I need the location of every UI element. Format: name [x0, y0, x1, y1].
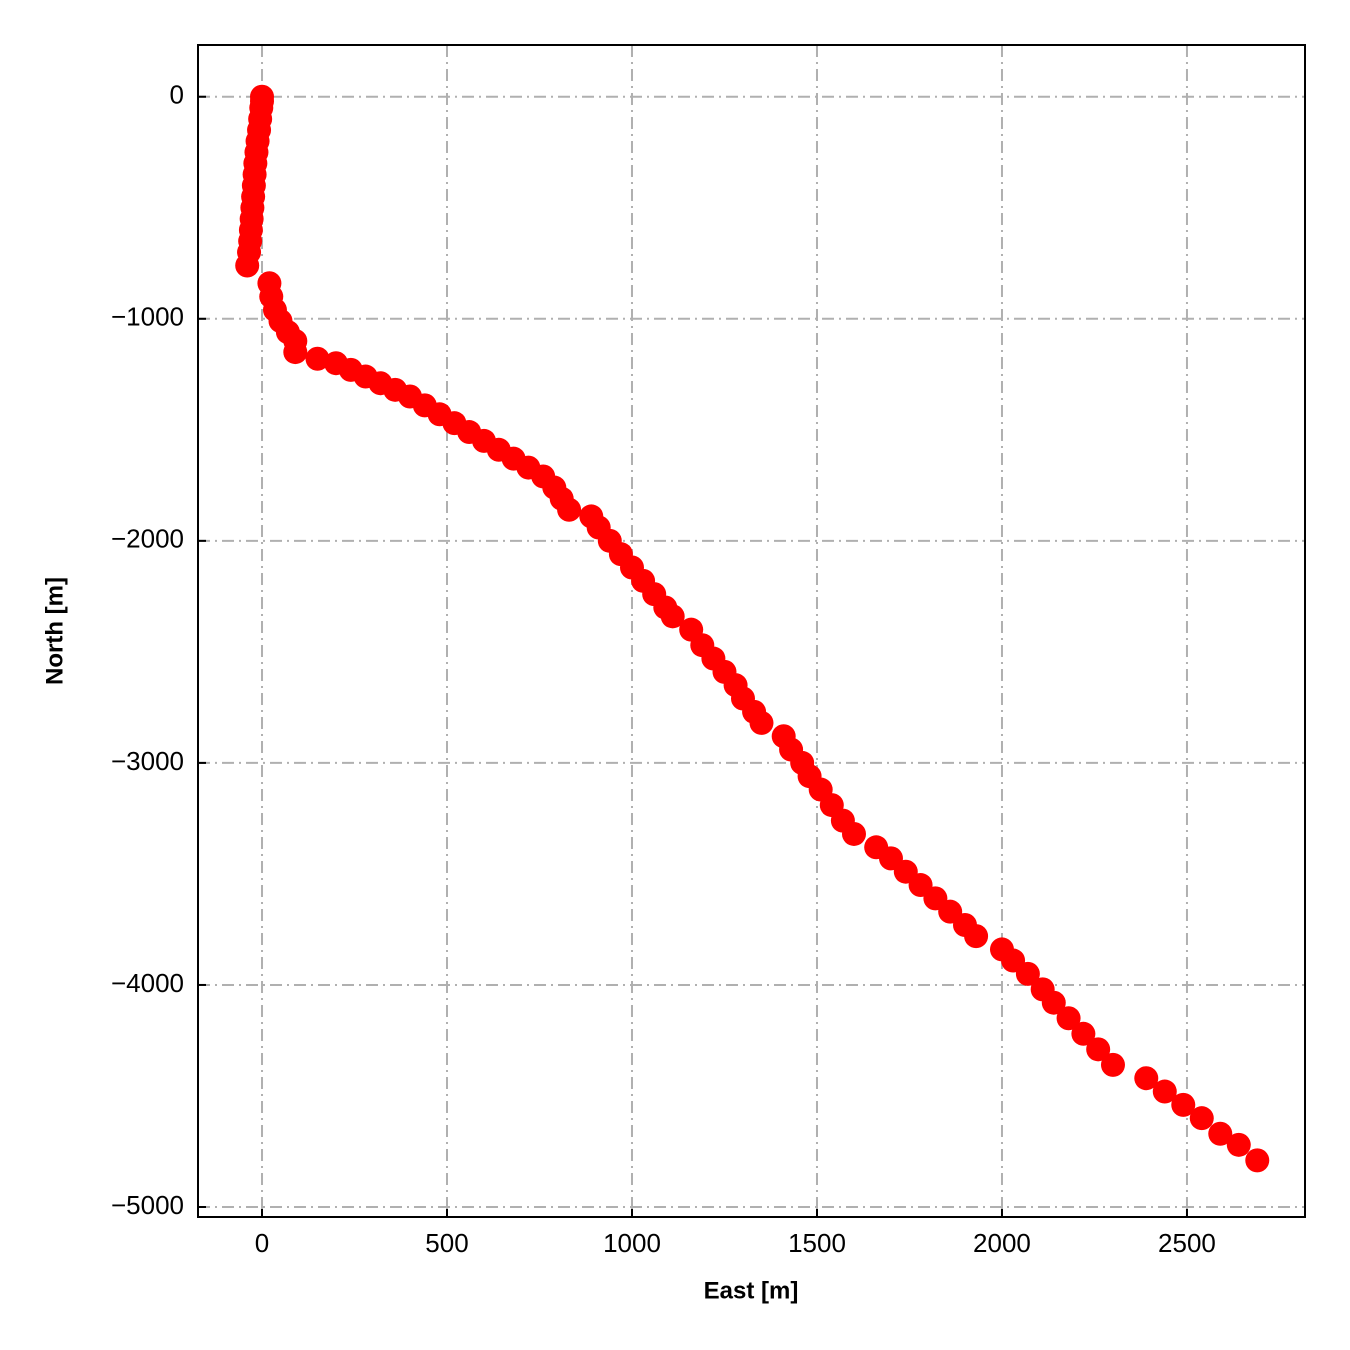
point — [1226, 1132, 1251, 1157]
point — [1015, 961, 1040, 986]
x-tick-label: 2000 — [973, 1228, 1031, 1258]
point — [1245, 1148, 1270, 1173]
y-tick-label: −2000 — [111, 524, 184, 554]
y-tick-label: 0 — [170, 80, 184, 110]
point — [1189, 1106, 1214, 1131]
point — [305, 346, 330, 371]
point — [557, 497, 582, 522]
x-tick-label: 2500 — [1158, 1228, 1216, 1258]
x-tick-label: 500 — [425, 1228, 468, 1258]
point — [235, 253, 260, 278]
y-tick-label: −4000 — [111, 968, 184, 998]
y-tick-label: −5000 — [111, 1190, 184, 1220]
point — [1152, 1079, 1177, 1104]
x-tick-label: 1000 — [603, 1228, 661, 1258]
x-axis-label: East [m] — [704, 1277, 799, 1304]
point — [1171, 1092, 1196, 1117]
y-axis-label: North [m] — [41, 577, 68, 685]
point — [1071, 1021, 1096, 1046]
point — [1134, 1066, 1159, 1091]
point — [1056, 1006, 1081, 1031]
point — [1041, 990, 1066, 1015]
x-tick-label: 1500 — [788, 1228, 846, 1258]
point — [1086, 1037, 1111, 1062]
point — [1100, 1052, 1125, 1077]
point — [841, 821, 866, 846]
point — [660, 604, 685, 629]
y-tick-label: −3000 — [111, 746, 184, 776]
x-tick-label: 0 — [255, 1228, 269, 1258]
point — [749, 710, 774, 735]
plot-frame — [197, 44, 1306, 1218]
y-tick-label: −1000 — [111, 302, 184, 332]
point — [1208, 1121, 1233, 1146]
point — [964, 924, 989, 949]
point — [283, 340, 308, 365]
